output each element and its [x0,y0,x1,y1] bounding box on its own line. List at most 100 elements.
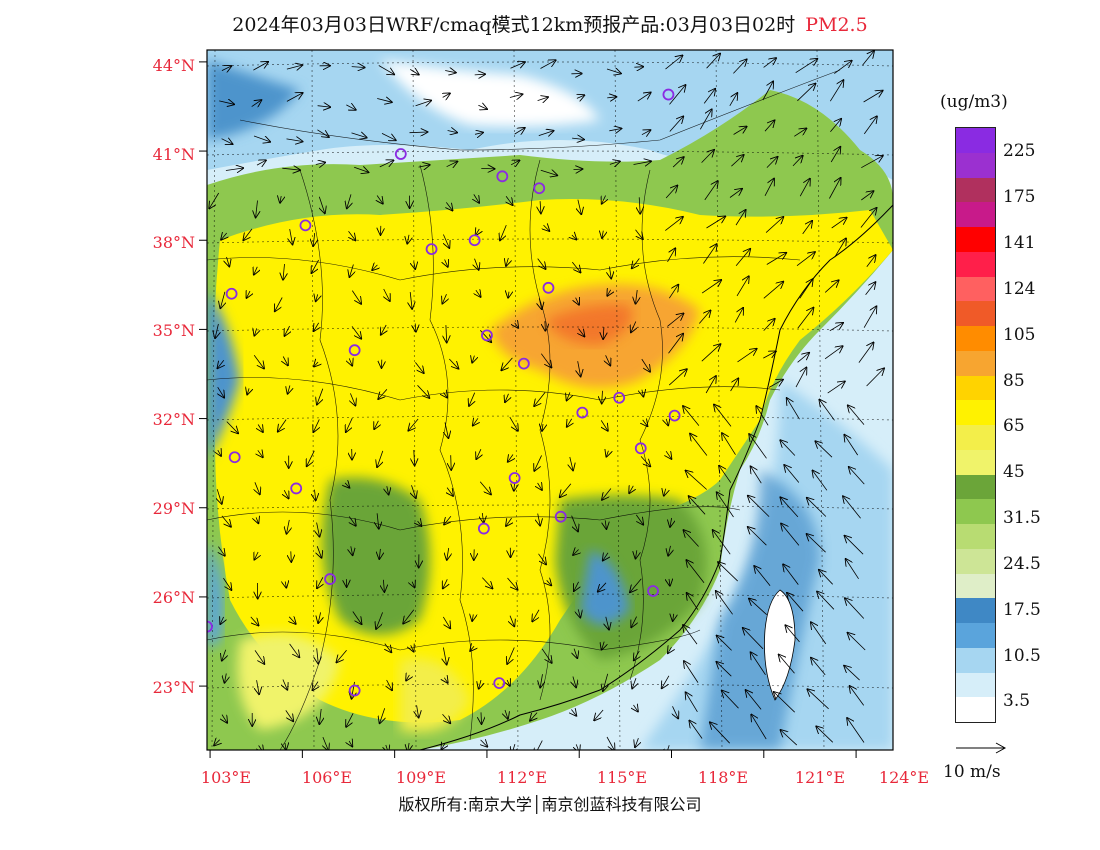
wind-arrow [719,466,732,483]
wind-arrow [509,94,523,97]
wind-arrow [506,196,512,205]
wind-arrow [286,139,303,142]
legend-label-225: 225 [1003,141,1036,161]
wind-arrow [781,730,798,746]
wind-arrow [602,231,603,238]
wind-arrow [412,582,415,588]
wind-arrow [532,609,540,622]
legend-swatch [956,499,995,524]
wind-arrow [209,192,220,208]
wind-arrow [406,675,409,681]
wind-arrow [567,418,572,427]
wind-arrow [508,455,513,462]
lon-label-103: 103°E [200,768,252,787]
wind-arrow [374,420,378,429]
wind-arrow [573,169,583,170]
wind-arrow [538,513,540,526]
wind-arrow [218,386,224,397]
station-marker [576,406,589,419]
wind-arrow [684,530,699,547]
wind-arrow [609,161,620,164]
wind-arrow [316,294,318,301]
wind-arrow [313,232,315,246]
wind-arrow [376,612,383,629]
wind-arrow [631,321,636,333]
wind-arrow [632,258,640,269]
wind-arrow [470,646,474,651]
wind-arrow [571,261,580,272]
wind-arrow [314,362,318,367]
wind-arrow [765,217,783,233]
wind-arrow [844,666,860,681]
wind-arrow [571,710,576,716]
wind-arrow [606,69,621,74]
wind-vector-key-label: 10 m/s [943,762,1001,782]
wind-arrow [632,678,636,688]
wind-arrow [634,67,643,68]
wind-arrow [372,265,377,270]
wind-arrow [280,196,281,203]
wind-arrow [703,89,715,104]
wind-arrow [349,516,356,526]
lat-label-26: 26°N [152,588,195,607]
wind-arrow [846,559,859,580]
wind-arrow [799,279,813,299]
station-marker [299,219,312,232]
wind-arrow [538,553,547,565]
wind-arrow [408,418,419,431]
wind-arrow [666,745,670,750]
wind-arrow [849,467,865,485]
wind-arrow [834,239,846,258]
wind-arrow [315,163,325,165]
wind-arrow [472,614,473,621]
wind-arrow [386,745,389,750]
wind-arrow [631,616,636,628]
wind-arrow [714,405,732,427]
wind-arrow [829,80,843,102]
northern-clean-area [380,60,600,127]
wind-arrow [214,740,220,746]
wind-arrow [319,196,325,214]
wind-arrow [444,516,451,524]
wind-arrow [733,127,747,135]
wind-arrow [573,550,579,556]
wind-arrow [350,264,354,278]
wind-arrow [706,216,726,229]
wind-arrow [784,465,800,483]
wind-arrow [743,628,764,650]
wind-arrow [417,385,430,398]
wind-arrow [831,218,847,229]
wind-arrow [807,534,826,553]
wind-arrow [478,105,487,109]
wind-arrow [537,97,548,101]
wind-arrow [286,93,303,102]
wind-arrow [787,398,800,420]
wind-arrow [307,450,315,466]
wind-arrow [418,521,422,526]
wind-arrow [351,290,361,304]
wind-arrow [222,714,227,723]
wind-arrow [844,435,859,456]
wind-arrow [863,306,876,328]
wind-arrow [807,498,827,517]
wind-arrow [829,323,843,332]
wind-arrow [509,416,518,431]
wind-arrow [718,562,738,582]
wind-arrow [220,617,223,624]
wind-arrow [287,519,290,534]
wind-arrow [510,62,525,69]
wind-arrow [383,579,384,592]
wind-arrow [629,486,633,493]
wind-arrow [717,662,732,677]
wind-arrow [751,466,762,484]
wind-arrow [377,195,383,204]
wind-arrow [787,593,804,612]
wind-arrow [636,550,637,558]
wind-arrow [350,393,355,405]
wind-arrow [417,705,419,717]
wind-arrow [819,400,835,421]
wind-arrow [779,655,795,674]
wind-arrow [475,258,479,270]
legend-label-105: 105 [1003,325,1036,345]
legend-swatch [956,524,995,549]
